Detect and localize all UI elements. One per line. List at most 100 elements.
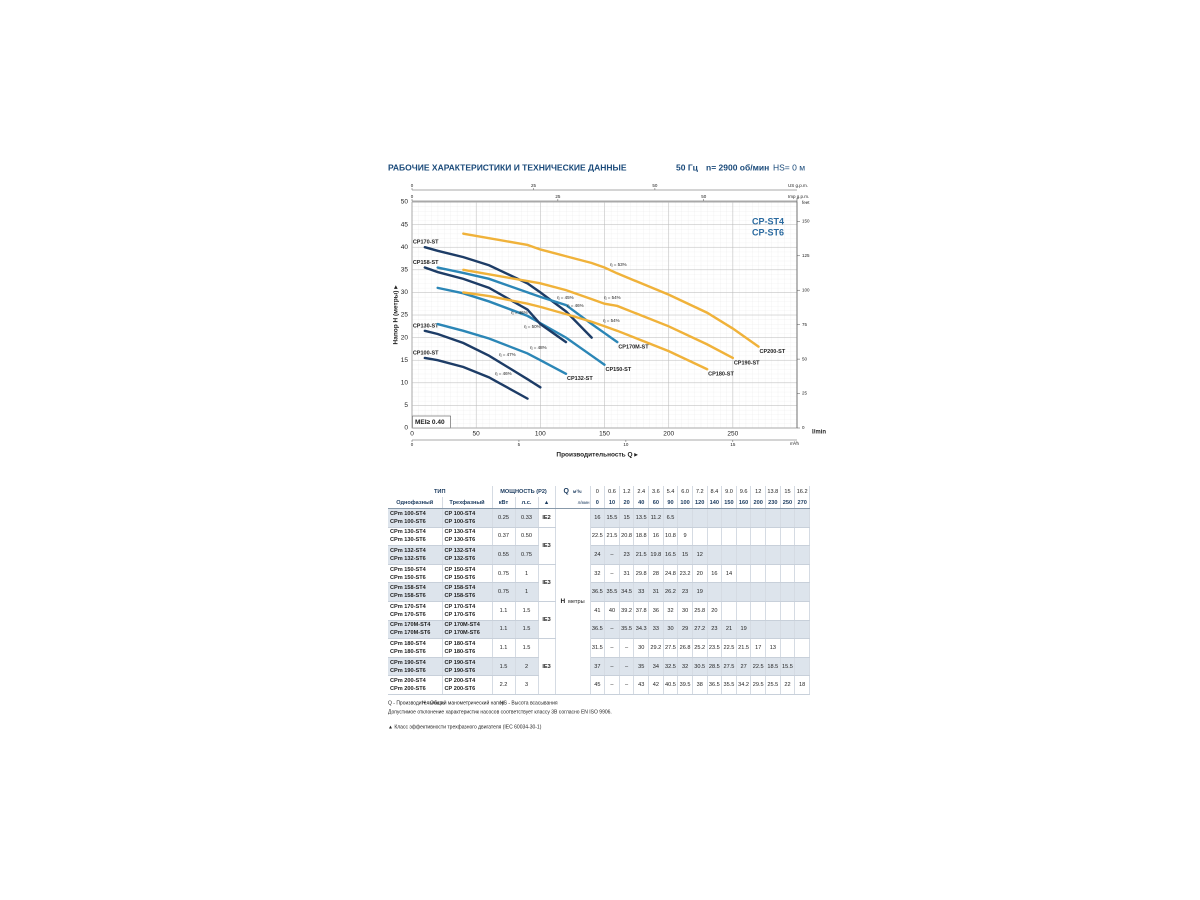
model-name: CPm 200-ST4 (390, 678, 426, 685)
y-tick-label: 25 (401, 312, 409, 319)
flow-cell: 6.0 (677, 486, 693, 497)
head-value: 21.5 (633, 545, 650, 565)
head-value: – (604, 657, 620, 677)
head-value (736, 582, 752, 602)
head-value: 29.2 (648, 638, 664, 658)
head-value (780, 638, 796, 658)
head-value: 33 (633, 582, 650, 602)
flow-cell: 12 (750, 486, 767, 497)
head-value (765, 582, 781, 602)
power-hp: 1 (515, 582, 539, 602)
head-value (721, 582, 737, 602)
head-value (750, 527, 767, 547)
head-value: 34 (648, 657, 664, 677)
model-name: CP 170M-ST4 (444, 622, 480, 629)
header-cell: Однофазный (388, 497, 443, 509)
head-value: 26.2 (663, 582, 679, 602)
curve-label: CP170-ST (413, 240, 439, 246)
curve (423, 356, 529, 400)
bottom-axis2-tick-label: 15 (730, 442, 736, 447)
top-axis-tick-label: 50 (652, 183, 658, 188)
model-cell: CPm 200-ST4 CPm 200-ST6 (388, 675, 443, 695)
head-value: 32 (663, 601, 679, 621)
model-cell: CP 190-ST4 CP 190-ST6 (442, 657, 493, 677)
flow-cell: 200 (750, 497, 767, 509)
head-value (780, 620, 796, 640)
head-value: 38 (692, 675, 708, 695)
table-row: CPm 132-ST4 CPm 132-ST6 CP 132-ST4 CP 132-S… (388, 545, 810, 565)
head-value (736, 527, 752, 547)
top-axis-unit: US g.p.m. (788, 183, 808, 188)
bottom-axis2-tick-label: 5 (518, 442, 521, 447)
model-cell: CPm 150-ST4 CPm 150-ST6 (388, 564, 443, 584)
y-tick-label: 45 (401, 221, 409, 228)
flow-cell: 1.2 (619, 486, 635, 497)
flow-cell: 140 (707, 497, 723, 509)
curve (462, 291, 709, 371)
power-hp: 0.75 (515, 545, 539, 565)
power-hp: 1 (515, 564, 539, 584)
head-value (780, 601, 796, 621)
power-hp: 1.5 (515, 638, 539, 658)
model-name: CP 130-ST6 (444, 537, 476, 544)
efficiency-class: IE3 (538, 527, 556, 565)
head-value: 25.8 (692, 601, 708, 621)
head-value: 24.8 (663, 564, 679, 584)
head-value (780, 564, 796, 584)
head-value: – (604, 564, 620, 584)
head-value (780, 545, 796, 565)
note: HS - Высота всасывания (500, 700, 558, 706)
flow-cell: 40 (633, 497, 650, 509)
model-name: CP 100-ST6 (444, 518, 476, 525)
model-name: CPm 100-ST6 (390, 518, 426, 525)
table-row: CPm 180-ST4 CPm 180-ST6 CP 180-ST4 CP 180-S… (388, 638, 810, 695)
curve-label: CP180-ST (708, 372, 734, 378)
flow-cell: 90 (663, 497, 679, 509)
model-name: CPm 180-ST6 (390, 648, 426, 655)
head-value (707, 582, 723, 602)
flow-cell: 9.0 (721, 486, 737, 497)
model-cell: CPm 130-ST4 CPm 130-ST6 (388, 527, 443, 547)
head-value: – (604, 638, 620, 658)
head-value (721, 508, 737, 528)
flow-cell: 8.4 (707, 486, 723, 497)
model-cell: CPm 158-ST4 CPm 158-ST6 (388, 582, 443, 602)
head-value: 22.5 (721, 638, 737, 658)
head-value (750, 508, 767, 528)
model-name: CPm 170M-ST6 (390, 630, 431, 637)
head-value (750, 564, 767, 584)
head-value (765, 508, 781, 528)
power-hp: 1.5 (515, 620, 539, 640)
series-badge: CP-ST6 (752, 227, 784, 237)
head-value: 34.2 (736, 675, 752, 695)
head-value: 20.8 (619, 527, 635, 547)
head-value: 36.5 (590, 620, 606, 640)
head-value: 13 (765, 638, 781, 658)
h-unit: метры (568, 598, 585, 605)
flow-cell: 2.4 (633, 486, 650, 497)
head-value (750, 620, 767, 640)
head-value: 27 (736, 657, 752, 677)
curve-label: CP170M-ST (618, 345, 649, 351)
power-kw: 0.25 (492, 508, 516, 528)
head-value: 29.5 (750, 675, 767, 695)
model-name: CP 150-ST6 (444, 574, 476, 581)
table-row: CPm 200-ST4 CPm 200-ST6 CP 200-ST4 CP 200-S… (388, 675, 810, 695)
power-kw: 2.2 (492, 675, 516, 695)
head-value: 25.2 (692, 638, 708, 658)
head-value: 32 (590, 564, 606, 584)
bottom-axis2-tick-label: 10 (623, 442, 629, 447)
model-cell: CP 150-ST4 CP 150-ST6 (442, 564, 493, 584)
model-name: CPm 130-ST4 (390, 529, 426, 536)
head-value: 36.5 (707, 675, 723, 695)
model-name: CP 190-ST4 (444, 659, 476, 666)
speed: n= 2900 об/мин (706, 162, 769, 172)
head-value: 15.5 (780, 657, 796, 677)
head-value: 23 (707, 620, 723, 640)
model-name: CPm 170-ST4 (390, 603, 426, 610)
model-name: CP 170-ST6 (444, 611, 476, 618)
head-value: – (604, 620, 620, 640)
efficiency-label: η = 48% (530, 345, 547, 350)
efficiency-label: η = 50% (524, 324, 541, 329)
